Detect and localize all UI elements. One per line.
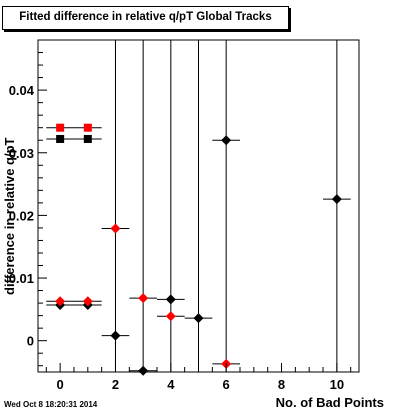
chart-title-box: Fitted difference in relative q/pT Globa… xyxy=(2,6,289,30)
timestamp: Wed Oct 8 18:20:31 2014 xyxy=(4,400,98,409)
diamond-marker xyxy=(138,293,149,304)
diamond-marker xyxy=(165,311,176,322)
y-tick-label: 0.01 xyxy=(9,271,34,286)
diamond-marker xyxy=(331,194,342,205)
diamond-marker xyxy=(82,296,93,307)
square-marker xyxy=(83,134,92,143)
chart-title: Fitted difference in relative q/pT Globa… xyxy=(19,11,272,23)
square-marker xyxy=(83,123,92,132)
diamond-marker xyxy=(221,135,232,146)
diamond-marker xyxy=(165,294,176,305)
y-tick-label: 0.04 xyxy=(9,83,35,98)
y-tick-label: 0 xyxy=(27,334,34,349)
y-tick-label: 0.03 xyxy=(9,146,34,161)
x-tick-label: 10 xyxy=(330,377,344,392)
diamond-marker xyxy=(110,223,121,234)
diamond-marker xyxy=(110,330,121,341)
square-marker xyxy=(56,123,65,132)
square-marker xyxy=(56,134,65,143)
x-tick-label: 8 xyxy=(278,377,285,392)
x-tick-label: 6 xyxy=(223,377,230,392)
x-tick-label: 0 xyxy=(57,377,64,392)
x-axis-label: No. of Bad Points xyxy=(275,395,384,410)
y-tick-label: 0.02 xyxy=(9,208,34,223)
diamond-marker xyxy=(193,313,204,324)
y-axis-label: difference in relative q/pT xyxy=(2,137,17,296)
x-tick-label: 2 xyxy=(112,377,119,392)
diamond-marker xyxy=(55,296,66,307)
x-tick-label: 4 xyxy=(167,377,175,392)
